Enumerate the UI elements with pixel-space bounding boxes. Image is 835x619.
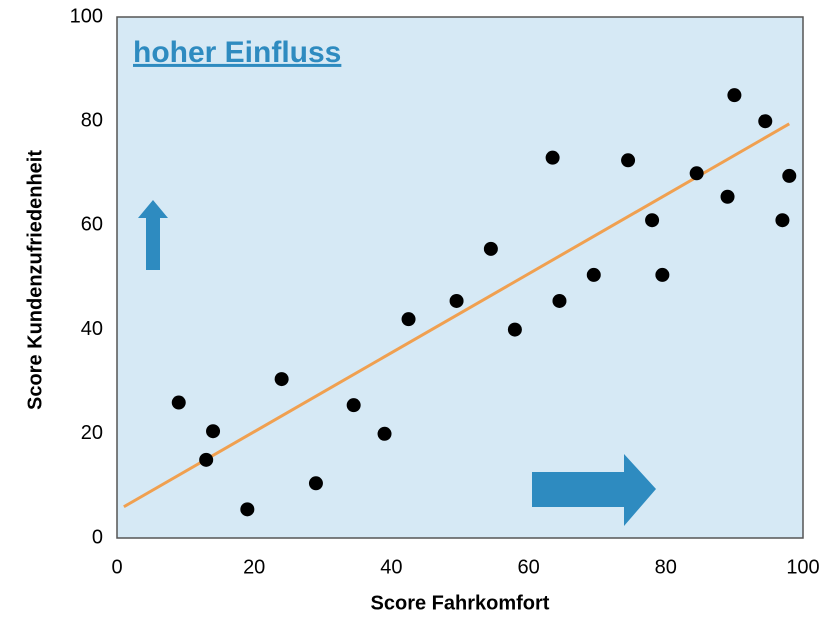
point bbox=[449, 293, 464, 308]
point bbox=[346, 398, 361, 413]
x-tick-label: 60 bbox=[517, 556, 539, 578]
point bbox=[240, 502, 255, 517]
annotation: hoher Einfluss bbox=[133, 36, 341, 69]
point bbox=[720, 189, 735, 204]
y-tick-label: 20 bbox=[81, 422, 103, 444]
y-tick-label: 80 bbox=[81, 109, 103, 131]
point bbox=[775, 213, 790, 228]
x-tick-label: 80 bbox=[655, 556, 677, 578]
trend-line bbox=[123, 122, 791, 509]
point bbox=[401, 312, 416, 327]
point bbox=[645, 213, 660, 228]
right-arrow bbox=[532, 454, 656, 526]
x-tick-label: 40 bbox=[380, 556, 402, 578]
point bbox=[274, 372, 289, 387]
point bbox=[545, 150, 560, 165]
x-tick-label: 100 bbox=[786, 556, 819, 578]
point bbox=[377, 426, 392, 441]
x-tick-label: 20 bbox=[243, 556, 265, 578]
point bbox=[199, 452, 214, 467]
point bbox=[483, 241, 498, 256]
y-tick-label: 100 bbox=[70, 5, 103, 27]
y-axis-title: Score Kundenzufriedenheit bbox=[24, 150, 46, 410]
point bbox=[655, 267, 670, 282]
x-axis-title: Score Fahrkomfort bbox=[371, 592, 550, 614]
point bbox=[308, 476, 323, 491]
plot-area bbox=[116, 16, 804, 539]
point bbox=[552, 293, 567, 308]
x-tick-label: 0 bbox=[111, 556, 122, 578]
point bbox=[727, 88, 742, 103]
y-tick-label: 40 bbox=[81, 318, 103, 340]
point bbox=[758, 114, 773, 129]
point bbox=[782, 168, 797, 183]
y-tick-label: 60 bbox=[81, 214, 103, 236]
point bbox=[507, 322, 522, 337]
point bbox=[689, 166, 704, 181]
point bbox=[586, 267, 601, 282]
point bbox=[206, 424, 221, 439]
up-arrow bbox=[138, 200, 168, 270]
point bbox=[621, 153, 636, 168]
y-tick-label: 0 bbox=[92, 526, 103, 548]
point bbox=[171, 395, 186, 410]
